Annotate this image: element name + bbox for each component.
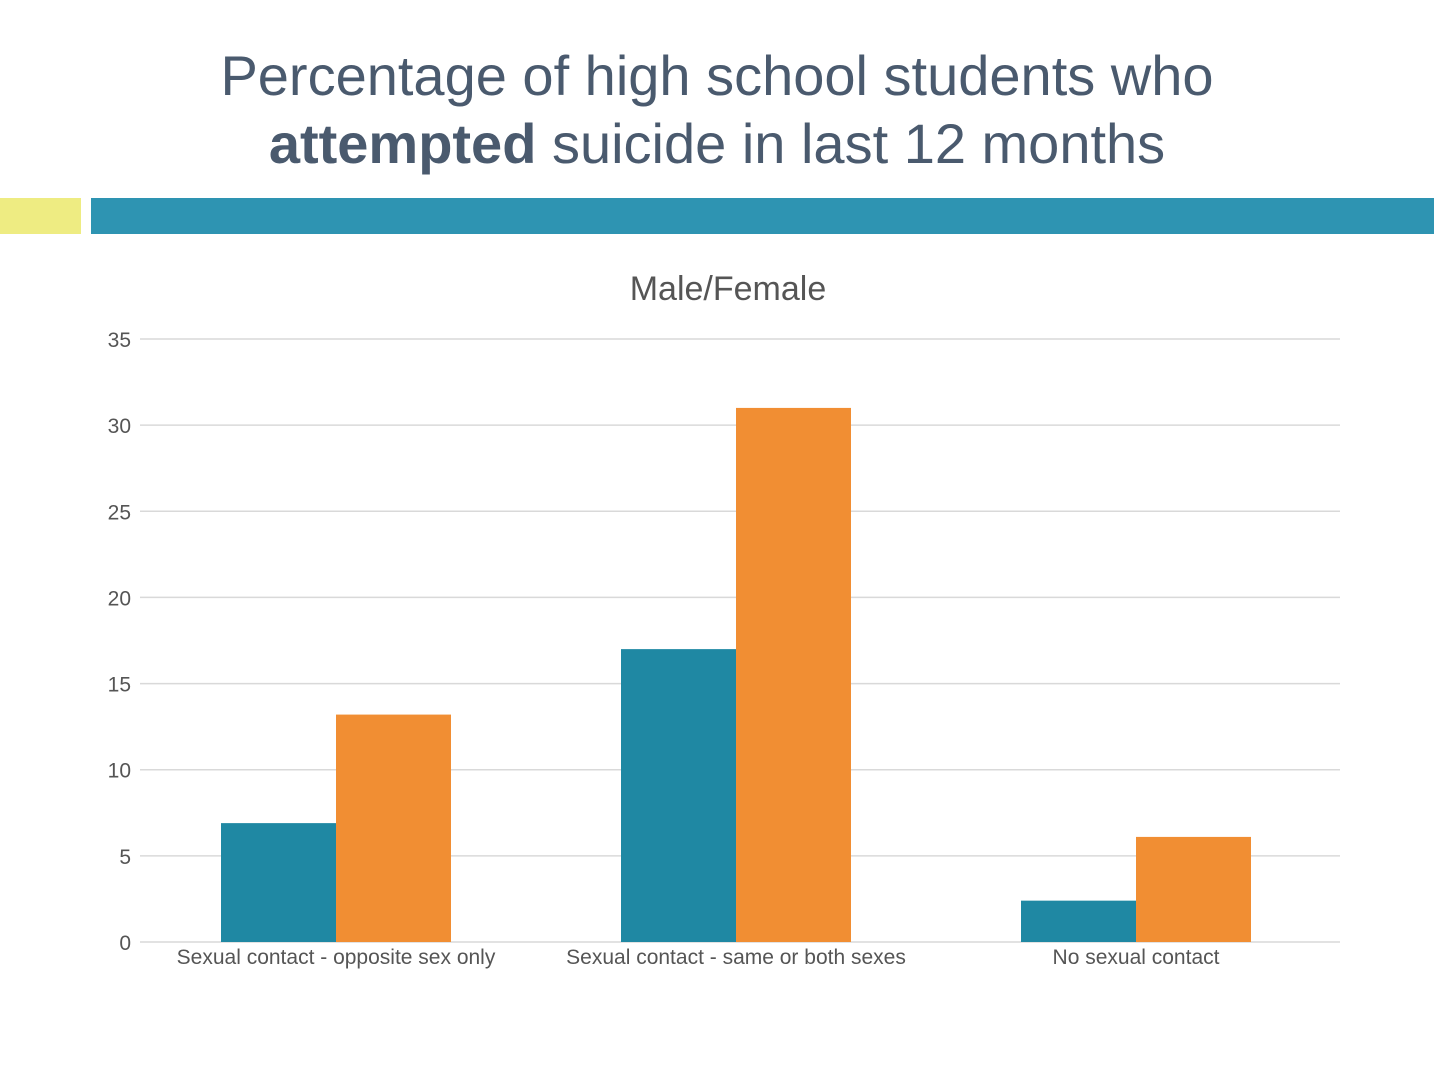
bar-female-1 (336, 714, 451, 942)
bar-male-3 (1021, 900, 1136, 942)
slide-title-line-1: Percentage of high school students who (220, 44, 1214, 107)
y-tick-label: 0 (119, 932, 131, 955)
x-axis-categories: Sexual contact - opposite sex only Sexual… (177, 946, 1220, 969)
y-tick-label: 25 (108, 501, 131, 524)
y-axis-ticks: 0 5 10 15 20 25 30 35 (108, 329, 131, 955)
slide-title-emphasis: attempted (268, 112, 537, 175)
bars (221, 407, 1251, 942)
x-category-label: Sexual contact - same or both sexes (566, 946, 906, 969)
y-tick-label: 30 (108, 415, 131, 438)
y-tick-label: 15 (108, 674, 131, 697)
x-category-label: Sexual contact - opposite sex only (177, 946, 496, 969)
slide-title: Percentage of high school students who a… (0, 42, 1434, 178)
slide-title-line-2: attempted suicide in last 12 months (0, 110, 1434, 178)
x-category-label: No sexual contact (1053, 946, 1220, 969)
slide-title-rest: suicide in last 12 months (536, 112, 1166, 175)
y-tick-label: 5 (119, 846, 131, 869)
bar-female-2 (736, 407, 851, 942)
bar-male-1 (221, 823, 336, 942)
accent-bar-yellow (0, 198, 81, 234)
bar-female-3 (1136, 836, 1251, 942)
chart-title: Male/Female (630, 270, 827, 308)
y-tick-label: 20 (108, 587, 131, 610)
bar-male-2 (621, 649, 736, 942)
accent-bar-teal (91, 198, 1434, 234)
y-tick-label: 35 (108, 329, 131, 352)
y-tick-label: 10 (108, 760, 131, 783)
